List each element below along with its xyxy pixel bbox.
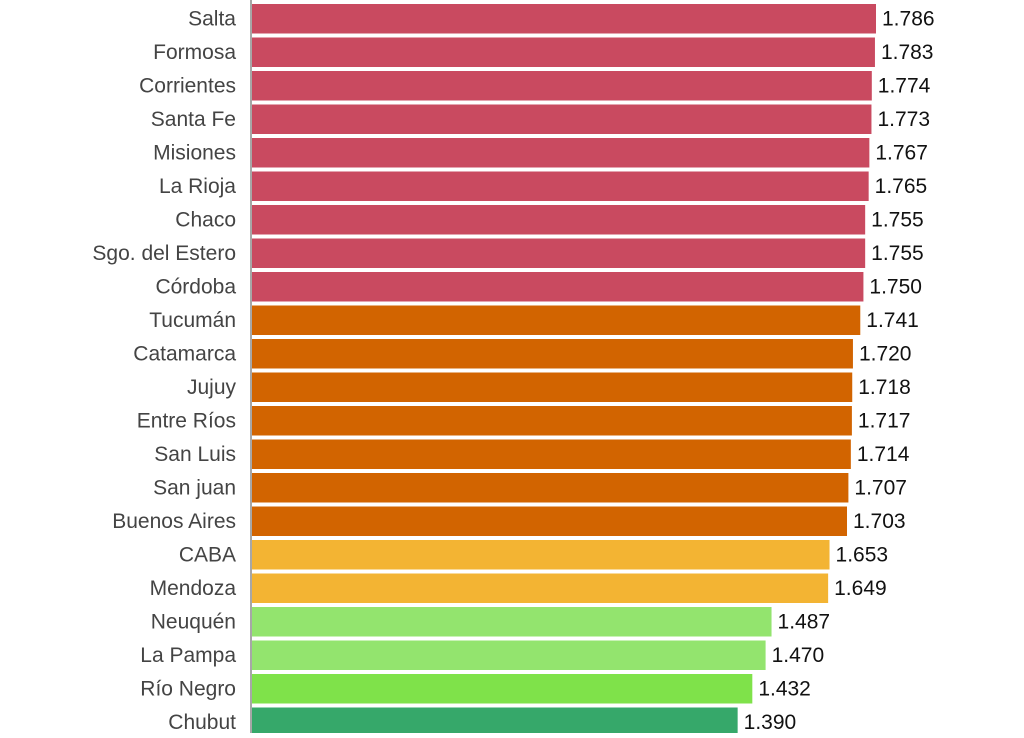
category-label: Río Negro: [140, 677, 236, 700]
bar: [252, 707, 738, 737]
bar: [252, 4, 876, 34]
bar: [252, 171, 869, 201]
value-label: 1.720: [859, 342, 912, 365]
category-label: Buenos Aires: [112, 510, 236, 533]
bar: [252, 339, 853, 369]
value-label: 1.653: [836, 543, 889, 566]
bar: [252, 473, 849, 503]
value-label: 1.718: [858, 376, 911, 399]
category-label: San juan: [153, 476, 236, 499]
bar: [252, 506, 848, 536]
category-label: Corrientes: [139, 74, 236, 97]
bar: [252, 37, 875, 67]
bar: [252, 372, 853, 402]
bar: [252, 674, 753, 704]
bar: [252, 205, 866, 235]
bar: [252, 573, 829, 603]
category-label: Jujuy: [187, 376, 237, 399]
bar: [252, 439, 851, 469]
value-label: 1.774: [878, 74, 931, 97]
category-label: Salta: [188, 7, 236, 30]
category-label: La Rioja: [159, 175, 236, 198]
category-label: Entre Ríos: [137, 409, 236, 432]
bar: [252, 305, 861, 335]
bar: [252, 71, 872, 101]
category-label: San Luis: [154, 443, 236, 466]
value-label: 1.487: [778, 610, 831, 633]
bar: [252, 104, 872, 134]
value-label: 1.767: [875, 141, 928, 164]
category-label: Córdoba: [155, 275, 236, 298]
value-label: 1.786: [882, 7, 935, 30]
category-label: Sgo. del Estero: [92, 242, 236, 265]
category-label: Chaco: [175, 208, 236, 231]
category-label: Tucumán: [149, 309, 236, 332]
value-label: 1.703: [853, 510, 906, 533]
bar: [252, 540, 830, 570]
value-label: 1.773: [877, 108, 930, 131]
category-label: Chubut: [168, 711, 236, 733]
bar: [252, 406, 852, 436]
bar: [252, 640, 766, 670]
value-label: 1.649: [834, 577, 887, 600]
category-label: CABA: [179, 543, 236, 566]
value-label: 1.470: [772, 644, 825, 667]
value-label: 1.783: [881, 41, 934, 64]
category-label: Neuquén: [151, 610, 236, 633]
value-label: 1.755: [871, 242, 924, 265]
value-label: 1.390: [744, 711, 797, 733]
bar: [252, 607, 772, 637]
bar: [252, 238, 866, 268]
value-label: 1.765: [875, 175, 928, 198]
bar: [252, 272, 864, 302]
category-label: Catamarca: [133, 342, 236, 365]
value-label: 1.707: [854, 476, 907, 499]
value-label: 1.432: [758, 677, 811, 700]
value-label: 1.714: [857, 443, 910, 466]
value-label: 1.755: [871, 208, 924, 231]
category-label: Santa Fe: [151, 108, 236, 131]
value-label: 1.741: [866, 309, 919, 332]
category-label: Formosa: [153, 41, 236, 64]
value-label: 1.750: [869, 275, 922, 298]
category-label: Misiones: [153, 141, 236, 164]
category-label: La Pampa: [140, 644, 236, 667]
value-label: 1.717: [858, 409, 911, 432]
bar: [252, 138, 870, 168]
category-label: Mendoza: [150, 577, 237, 600]
